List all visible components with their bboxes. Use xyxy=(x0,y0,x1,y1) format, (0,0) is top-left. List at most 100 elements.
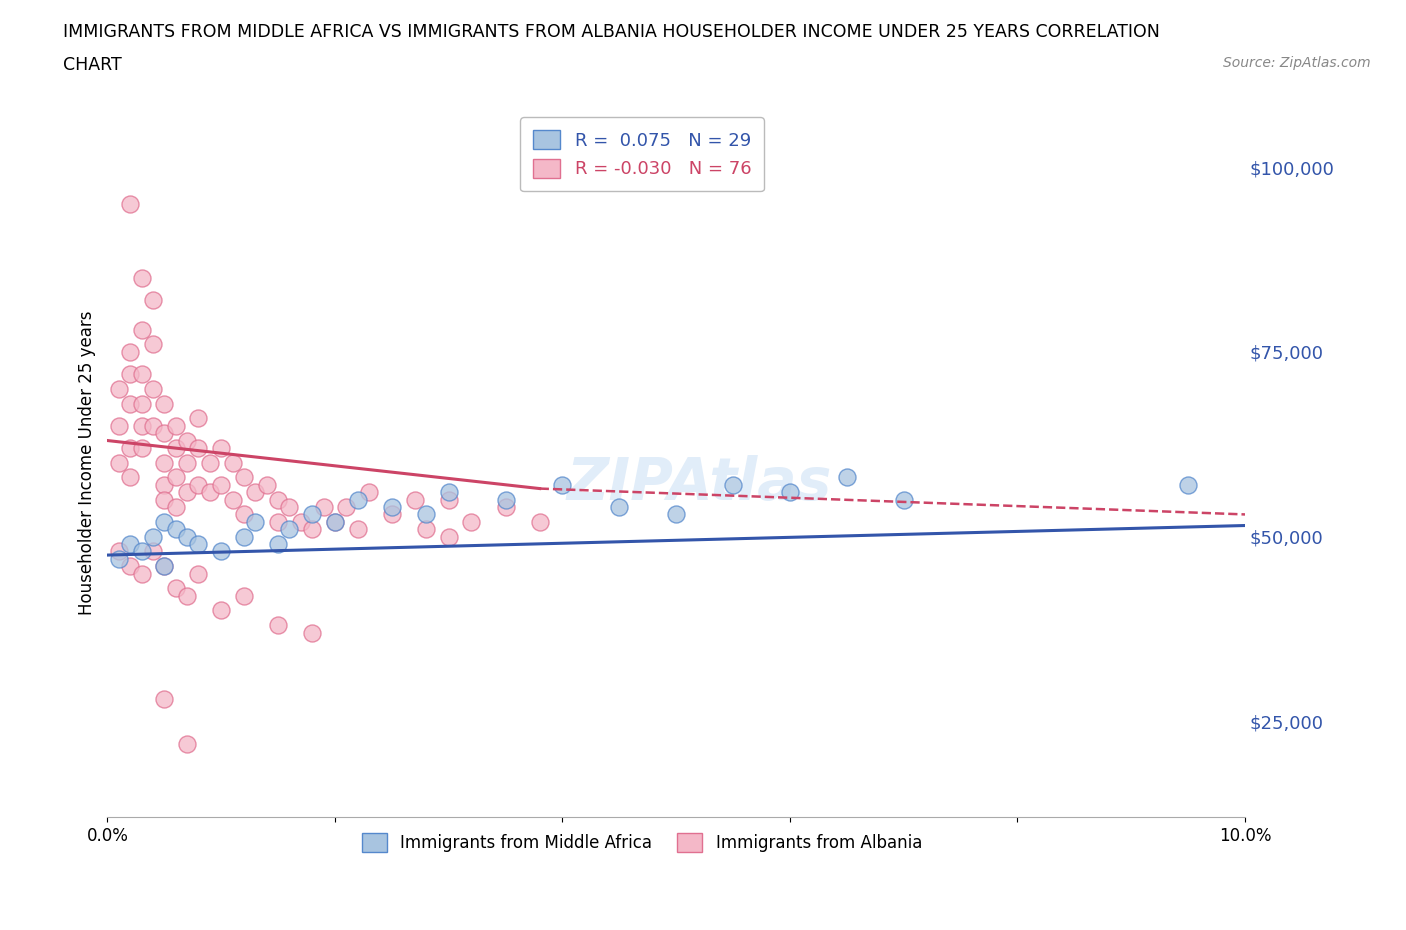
Point xyxy=(245,485,267,499)
Point xyxy=(176,529,198,544)
Point xyxy=(232,507,254,522)
Point xyxy=(187,477,209,492)
Point xyxy=(153,692,176,707)
Point xyxy=(120,470,142,485)
Point xyxy=(107,456,129,471)
Point xyxy=(267,618,290,632)
Text: ZIPAtlas: ZIPAtlas xyxy=(567,456,831,512)
Point xyxy=(165,470,187,485)
Point xyxy=(120,366,142,381)
Point xyxy=(153,514,176,529)
Point xyxy=(153,477,176,492)
Point xyxy=(120,441,142,456)
Point xyxy=(131,323,153,338)
Point xyxy=(1177,477,1199,492)
Point xyxy=(187,537,209,551)
Point xyxy=(460,514,482,529)
Point xyxy=(165,499,187,514)
Point xyxy=(381,499,404,514)
Point xyxy=(267,492,290,507)
Point xyxy=(893,492,915,507)
Text: IMMIGRANTS FROM MIDDLE AFRICA VS IMMIGRANTS FROM ALBANIA HOUSEHOLDER INCOME UNDE: IMMIGRANTS FROM MIDDLE AFRICA VS IMMIGRA… xyxy=(63,23,1160,41)
Point xyxy=(312,499,335,514)
Point xyxy=(153,456,176,471)
Point xyxy=(779,485,801,499)
Point xyxy=(381,507,404,522)
Point xyxy=(415,522,437,537)
Point xyxy=(131,441,153,456)
Point xyxy=(607,499,630,514)
Point xyxy=(176,485,198,499)
Point xyxy=(107,381,129,396)
Point xyxy=(323,514,346,529)
Point xyxy=(721,477,744,492)
Point xyxy=(278,522,301,537)
Point xyxy=(209,603,232,618)
Point xyxy=(187,441,209,456)
Point xyxy=(153,559,176,574)
Point xyxy=(142,529,165,544)
Point xyxy=(232,589,254,604)
Point xyxy=(267,537,290,551)
Point xyxy=(346,492,368,507)
Point xyxy=(187,566,209,581)
Point xyxy=(131,271,153,286)
Point xyxy=(165,441,187,456)
Point xyxy=(153,559,176,574)
Point xyxy=(232,470,254,485)
Point xyxy=(245,514,267,529)
Point xyxy=(198,485,221,499)
Point xyxy=(415,507,437,522)
Point xyxy=(176,589,198,604)
Point xyxy=(153,426,176,441)
Point xyxy=(835,470,858,485)
Point xyxy=(142,544,165,559)
Point xyxy=(301,507,323,522)
Point xyxy=(120,396,142,411)
Point xyxy=(551,477,574,492)
Point xyxy=(153,492,176,507)
Point xyxy=(209,544,232,559)
Point xyxy=(495,492,517,507)
Point xyxy=(153,396,176,411)
Point xyxy=(142,337,165,352)
Point xyxy=(176,456,198,471)
Point xyxy=(404,492,426,507)
Point xyxy=(495,499,517,514)
Point xyxy=(221,492,243,507)
Point xyxy=(120,537,142,551)
Point xyxy=(187,411,209,426)
Point xyxy=(131,566,153,581)
Point xyxy=(221,456,243,471)
Point xyxy=(120,344,142,359)
Point xyxy=(142,381,165,396)
Point xyxy=(209,477,232,492)
Point xyxy=(120,559,142,574)
Point xyxy=(301,522,323,537)
Point xyxy=(107,418,129,433)
Point xyxy=(357,485,380,499)
Point xyxy=(165,522,187,537)
Point xyxy=(301,625,323,640)
Point xyxy=(290,514,312,529)
Point xyxy=(529,514,551,529)
Point xyxy=(209,441,232,456)
Point xyxy=(198,456,221,471)
Point xyxy=(131,396,153,411)
Point xyxy=(142,418,165,433)
Point xyxy=(437,529,460,544)
Text: Source: ZipAtlas.com: Source: ZipAtlas.com xyxy=(1223,56,1371,70)
Point xyxy=(665,507,688,522)
Point xyxy=(335,499,357,514)
Point xyxy=(437,485,460,499)
Point xyxy=(107,551,129,566)
Point xyxy=(278,499,301,514)
Point xyxy=(176,736,198,751)
Point xyxy=(131,418,153,433)
Point xyxy=(107,544,129,559)
Point xyxy=(346,522,368,537)
Y-axis label: Householder Income Under 25 years: Householder Income Under 25 years xyxy=(79,311,96,615)
Text: CHART: CHART xyxy=(63,56,122,73)
Point xyxy=(256,477,278,492)
Point xyxy=(165,418,187,433)
